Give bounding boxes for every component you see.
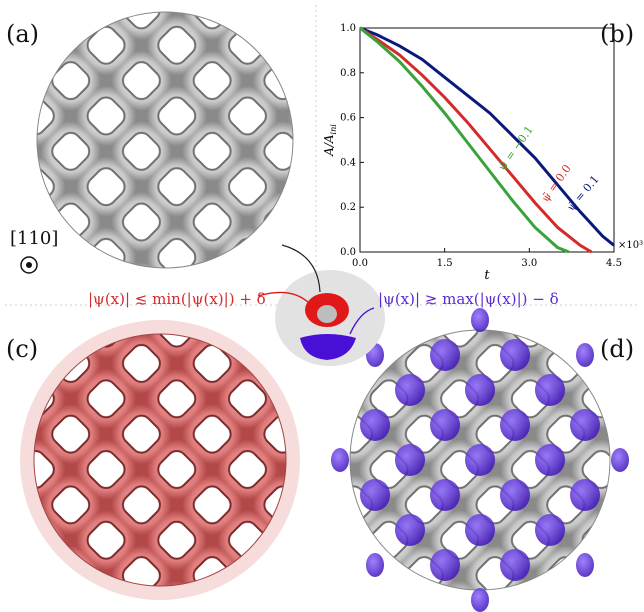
- y-tick-label: 1.0: [340, 23, 356, 34]
- direction-marker: [20, 256, 38, 274]
- purple-blob: [500, 339, 530, 371]
- purple-blob: [366, 553, 384, 577]
- y-tick-label: 0.4: [340, 157, 356, 168]
- purple-blob: [331, 448, 349, 472]
- purple-blob: [570, 479, 600, 511]
- label-b: (b): [600, 20, 635, 48]
- chart-ticks: 0.0 1.5 3.0 4.5 0.0 0.2 0.4 0.6 0.8 1.0: [340, 23, 622, 269]
- purple-blob: [535, 374, 565, 406]
- purple-blob: [430, 409, 460, 441]
- series-line: [359, 26, 570, 254]
- purple-blob: [500, 409, 530, 441]
- purple-blob: [395, 374, 425, 406]
- purple-blob: [360, 409, 390, 441]
- panel-c-lattice: [20, 320, 300, 600]
- x-tick-label: 1.5: [437, 258, 453, 269]
- direction-label: [110]: [10, 228, 59, 249]
- purple-blob: [611, 448, 629, 472]
- purple-blob: [395, 514, 425, 546]
- panel-d-lattice: [331, 308, 629, 612]
- label-c: (c): [6, 335, 39, 363]
- label-d: (d): [600, 335, 635, 363]
- label-a: (a): [6, 20, 40, 48]
- purple-blob: [471, 308, 489, 332]
- y-tick-label: 0.0: [340, 247, 356, 258]
- x-tick-label: 4.5: [606, 258, 622, 269]
- purple-blob: [535, 444, 565, 476]
- x-tick-label: 3.0: [521, 258, 537, 269]
- purple-blob: [360, 479, 390, 511]
- purple-blob: [535, 514, 565, 546]
- x-tick-label: 0.0: [352, 258, 368, 269]
- purple-blob: [465, 444, 495, 476]
- purple-blob: [430, 339, 460, 371]
- purple-blob: [576, 553, 594, 577]
- purple-blob: [430, 479, 460, 511]
- purple-blob: [395, 444, 425, 476]
- y-axis-label: A/Aini: [322, 124, 338, 157]
- purple-blob: [500, 479, 530, 511]
- chart-lines: [359, 26, 615, 254]
- x-axis-label: t: [484, 268, 490, 283]
- purple-blob: [500, 549, 530, 581]
- purple-blob: [576, 343, 594, 367]
- purple-blob: [430, 549, 460, 581]
- panel-separators: [5, 5, 640, 306]
- series-line: [359, 26, 593, 254]
- equation-max: |ψ(x)| ≳ max(|ψ(x)|) − δ: [378, 290, 559, 308]
- y-tick-label: 0.2: [340, 202, 356, 213]
- chart-b: 0.0 1.5 3.0 4.5 0.0 0.2 0.4 0.6 0.8 1.0 t ×10³ A/…: [322, 23, 643, 283]
- schematic-cross-section: [257, 244, 385, 366]
- y-tick-label: 0.6: [340, 113, 356, 124]
- series-line: [359, 26, 615, 247]
- purple-blob: [570, 409, 600, 441]
- panel-a-lattice: [36, 11, 294, 269]
- x-multiplier: ×10³: [618, 240, 643, 251]
- purple-density-blobs: [331, 308, 629, 612]
- purple-blob: [465, 514, 495, 546]
- purple-blob: [471, 588, 489, 612]
- purple-blob: [465, 374, 495, 406]
- y-tick-label: 0.8: [340, 68, 356, 79]
- equation-min: |ψ(x)| ≲ min(|ψ(x)|) + δ: [88, 290, 266, 308]
